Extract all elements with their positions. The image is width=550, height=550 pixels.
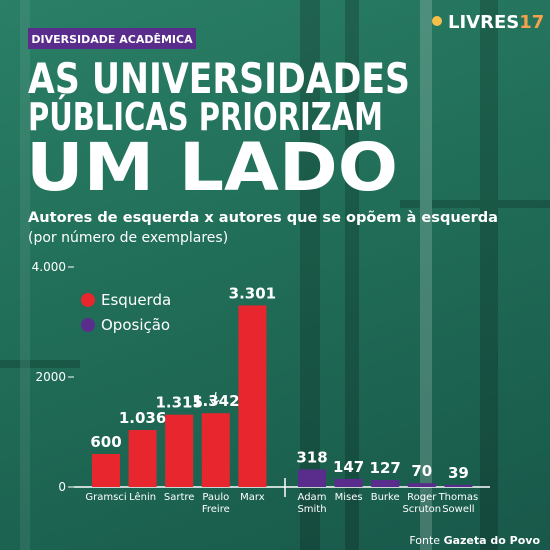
x-tick-label: Gramsci [85,492,127,503]
value-label: 147 [333,458,364,476]
value-label: 70 [411,462,432,480]
logo-icon [432,16,442,26]
x-tick-label: Roger Scruton [402,492,442,515]
legend-marker [81,318,95,332]
y-tick-label: 2000 [35,370,66,384]
x-tick-label: Paulo Freire [201,492,230,515]
bar [201,413,230,487]
subtitle-note: (por número de exemplares) [28,230,228,246]
x-tick-label: Marx [240,492,265,503]
value-label: 3.301 [229,284,276,302]
bar [407,483,436,487]
title-line: PÚBLICAS PRIORIZAM [28,95,383,139]
bar [238,305,267,487]
bar [165,414,194,487]
bar [128,430,157,487]
value-label: 1.315 [155,394,202,412]
y-tick-label: 0 [58,480,66,494]
source-name: Gazeta do Povo [444,534,541,547]
title-line: UM LADO [26,129,398,206]
value-label: 1.342 [192,392,239,410]
value-label: 600 [90,433,121,451]
legend-marker [81,293,95,307]
x-tick-label: Sartre [163,492,195,503]
bar [334,478,363,487]
bar [444,484,473,487]
x-tick-label: Adam Smith [297,492,327,515]
x-tick-label: Thomas Sowell [438,492,479,515]
bar [92,454,120,487]
logo-text: LIVRES [448,12,519,33]
x-tick-label: Lênin [129,492,157,503]
legend-label: Oposição [101,316,170,334]
value-label: 1.036 [119,409,166,427]
value-label: 127 [370,459,401,477]
tag: DIVERSIDADE ACADÊMICA [31,33,193,46]
value-label: 318 [296,449,327,467]
tag-box [28,28,196,49]
bar [371,480,400,487]
x-tick-label: Burke [370,492,400,503]
logo-number: 17 [519,12,544,33]
legend-label: Esquerda [101,291,171,309]
logo: LIVRES17 [448,12,544,33]
annotation-arrow [209,391,220,406]
x-tick-label: Mises [334,492,363,503]
source-label: Fonte [409,534,440,547]
y-tick-label: 4.000 [32,260,66,274]
value-label: 39 [448,464,469,482]
subtitle: Autores de esquerda x autores que se opõ… [28,210,498,226]
bar [298,469,326,487]
title-line: AS UNIVERSIDADES [28,54,410,103]
source: Fonte Gazeta do Povo [409,534,540,547]
